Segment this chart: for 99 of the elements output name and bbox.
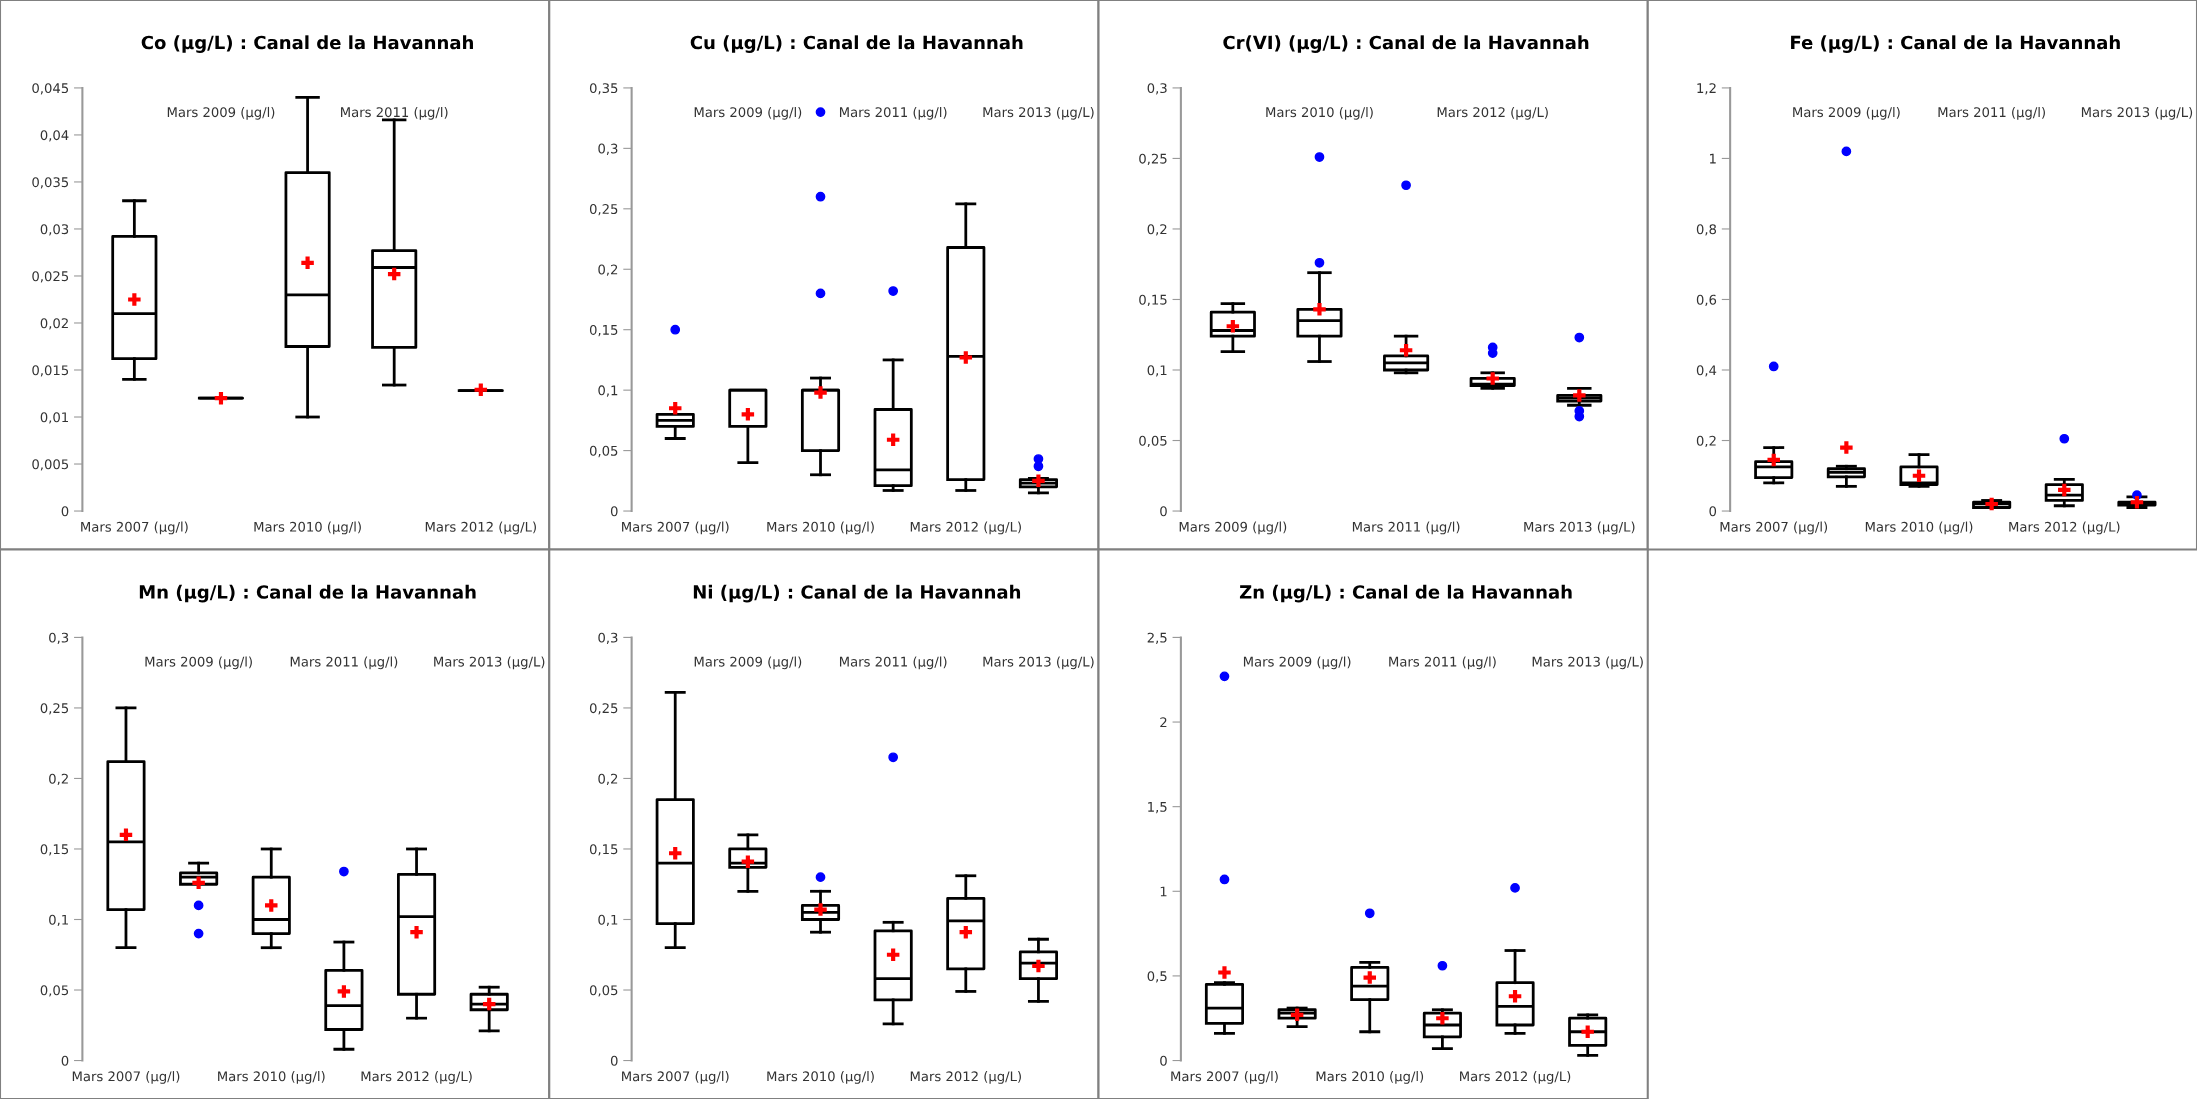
x-tick-label: Mars 2009 (µg/l)	[1243, 656, 1351, 670]
y-tick-label: 0,8	[1696, 224, 1717, 236]
y-tick-label: 1	[1160, 886, 1167, 897]
y-tick-label: 0,5	[1147, 971, 1167, 983]
chart-title: Mn (µg/L) : Canal de la Havannah	[139, 584, 476, 603]
y-tick-label: 0,1	[598, 385, 618, 397]
chart-title: Cr(VI) (µg/L) : Canal de la Havannah	[1223, 35, 1589, 53]
y-tick-label: 0,6	[1696, 294, 1717, 307]
y-tick-label: 0,2	[1696, 435, 1716, 448]
x-tick-label: Mars 2010 (µg/l)	[1316, 1071, 1424, 1084]
x-tick-label: Mars 2013 (µg/L)	[2081, 106, 2193, 120]
y-tick-label: 0,015	[32, 365, 69, 377]
y-tick-label: 0,15	[589, 324, 618, 337]
chart-title: Zn (µg/L) : Canal de la Havannah	[1239, 584, 1572, 603]
x-tick-label: Mars 2011 (µg/l)	[1938, 106, 2045, 120]
x-tick-label: Mars 2010 (µg/l)	[767, 1071, 874, 1084]
x-tick-label: Mars 2009 (µg/l)	[1793, 106, 1900, 120]
y-tick-label: 0,045	[32, 83, 69, 95]
x-tick-label: Mars 2013 (µg/L)	[1532, 656, 1643, 670]
x-tick-label: Mars 2010 (µg/l)	[1865, 521, 1973, 535]
y-tick-label: 1,5	[1148, 802, 1167, 814]
y-tick-label: 0,2	[1147, 224, 1167, 236]
x-tick-label: Mars 2012 (µg/L)	[425, 521, 536, 535]
x-tick-label: Mars 2012 (µg/L)	[361, 1071, 472, 1084]
x-tick-label: Mars 2011 (µg/l)	[1352, 521, 1460, 535]
y-tick-label: 0	[1709, 506, 1717, 517]
y-tick-label: 0,01	[40, 412, 68, 424]
chart-title: Fe (µg/L) : Canal de la Havannah	[1791, 35, 2120, 53]
x-tick-label: Mars 2010 (µg/l)	[767, 521, 874, 535]
x-tick-label: Mars 2009 (µg/l)	[167, 106, 275, 120]
x-tick-label: Mars 2009 (µg/l)	[694, 656, 802, 670]
x-tick-label: Mars 2010 (µg/l)	[254, 521, 361, 535]
y-tick-label: 0,2	[49, 773, 68, 786]
y-tick-label: 0,4	[1696, 365, 1717, 377]
x-tick-label: Mars 2010 (µg/l)	[1266, 106, 1373, 120]
y-tick-label: 0	[610, 1055, 618, 1066]
y-tick-label: 0,15	[1139, 294, 1167, 307]
y-tick-label: 0,035	[32, 177, 69, 189]
y-tick-label: 0,35	[589, 83, 618, 95]
x-tick-label: Mars 2013 (µg/L)	[434, 656, 545, 670]
y-tick-label: 0,15	[589, 844, 618, 856]
x-tick-label: Mars 2010 (µg/l)	[218, 1071, 325, 1084]
y-tick-label: 0,02	[40, 318, 68, 330]
y-tick-label: 0,05	[1139, 435, 1167, 448]
y-tick-label: 0	[1160, 506, 1167, 517]
y-tick-label: 0,05	[40, 985, 69, 997]
x-tick-label: Mars 2013 (µg/L)	[983, 106, 1094, 120]
x-tick-label: Mars 2011 (µg/l)	[1389, 656, 1496, 670]
y-tick-label: 0,3	[49, 632, 69, 644]
x-tick-label: Mars 2007 (µg/l)	[622, 521, 729, 535]
y-tick-label: 1,2	[1697, 83, 1716, 95]
y-tick-label: 0	[610, 506, 618, 517]
y-tick-label: 0,1	[598, 914, 618, 927]
y-tick-label: 0,03	[40, 224, 69, 236]
x-tick-label: Mars 2007 (µg/l)	[1720, 521, 1828, 535]
x-tick-label: Mars 2012 (µg/L)	[1437, 106, 1548, 120]
y-tick-label: 0,2	[598, 264, 618, 276]
y-tick-label: 0,04	[40, 130, 69, 142]
y-tick-label: 0	[61, 506, 69, 517]
x-tick-label: Mars 2011 (µg/l)	[341, 106, 448, 120]
x-tick-label: Mars 2011 (µg/l)	[839, 106, 947, 120]
y-tick-label: 0	[61, 1055, 69, 1066]
x-tick-label: Mars 2012 (µg/L)	[910, 1071, 1021, 1084]
x-tick-label: Mars 2013 (µg/L)	[983, 656, 1094, 670]
x-tick-label: Mars 2012 (µg/L)	[2009, 521, 2120, 535]
x-tick-label: Mars 2007 (µg/l)	[72, 1071, 180, 1084]
y-tick-label: 0,15	[40, 844, 69, 856]
y-tick-label: 0,1	[49, 914, 68, 927]
y-tick-label: 0,25	[1139, 153, 1167, 165]
y-tick-label: 1	[1710, 153, 1716, 164]
chart-title: Cu (µg/L) : Canal de la Havannah	[690, 35, 1023, 53]
y-tick-label: 0,25	[40, 703, 69, 715]
x-tick-label: Mars 2013 (µg/L)	[1524, 521, 1635, 535]
x-tick-label: Mars 2007 (µg/l)	[622, 1071, 729, 1084]
y-tick-label: 2,5	[1147, 632, 1167, 644]
y-tick-label: 0,1	[1147, 365, 1167, 377]
x-tick-label: Mars 2007 (µg/l)	[1171, 1071, 1278, 1084]
y-tick-label: 0,25	[589, 703, 618, 715]
x-tick-label: Mars 2012 (µg/L)	[910, 521, 1021, 535]
y-tick-label: 0,3	[598, 143, 618, 155]
x-tick-label: Mars 2007 (µg/l)	[81, 521, 188, 535]
y-tick-label: 0,05	[589, 985, 618, 997]
y-tick-label: 0,05	[589, 445, 618, 458]
x-tick-label: Mars 2012 (µg/L)	[1460, 1071, 1571, 1084]
x-tick-label: Mars 2011 (µg/l)	[839, 656, 947, 670]
x-tick-label: Mars 2009 (µg/l)	[1179, 521, 1287, 535]
y-tick-label: 0	[1160, 1055, 1167, 1066]
y-tick-label: 2	[1160, 717, 1167, 728]
chart-title: Ni (µg/L) : Canal de la Havannah	[693, 584, 1021, 603]
x-tick-label: Mars 2011 (µg/l)	[290, 656, 398, 670]
y-tick-label: 0,3	[1147, 83, 1167, 95]
y-tick-label: 0,005	[32, 459, 69, 471]
chart-title: Co (µg/L) : Canal de la Havannah	[141, 35, 473, 53]
y-tick-label: 0,025	[32, 271, 69, 283]
y-tick-label: 0,3	[598, 632, 618, 644]
y-tick-label: 0,25	[589, 204, 618, 216]
x-tick-label: Mars 2009 (µg/l)	[694, 106, 802, 120]
x-tick-label: Mars 2009 (µg/l)	[145, 656, 252, 670]
y-tick-label: 0,2	[598, 773, 618, 786]
